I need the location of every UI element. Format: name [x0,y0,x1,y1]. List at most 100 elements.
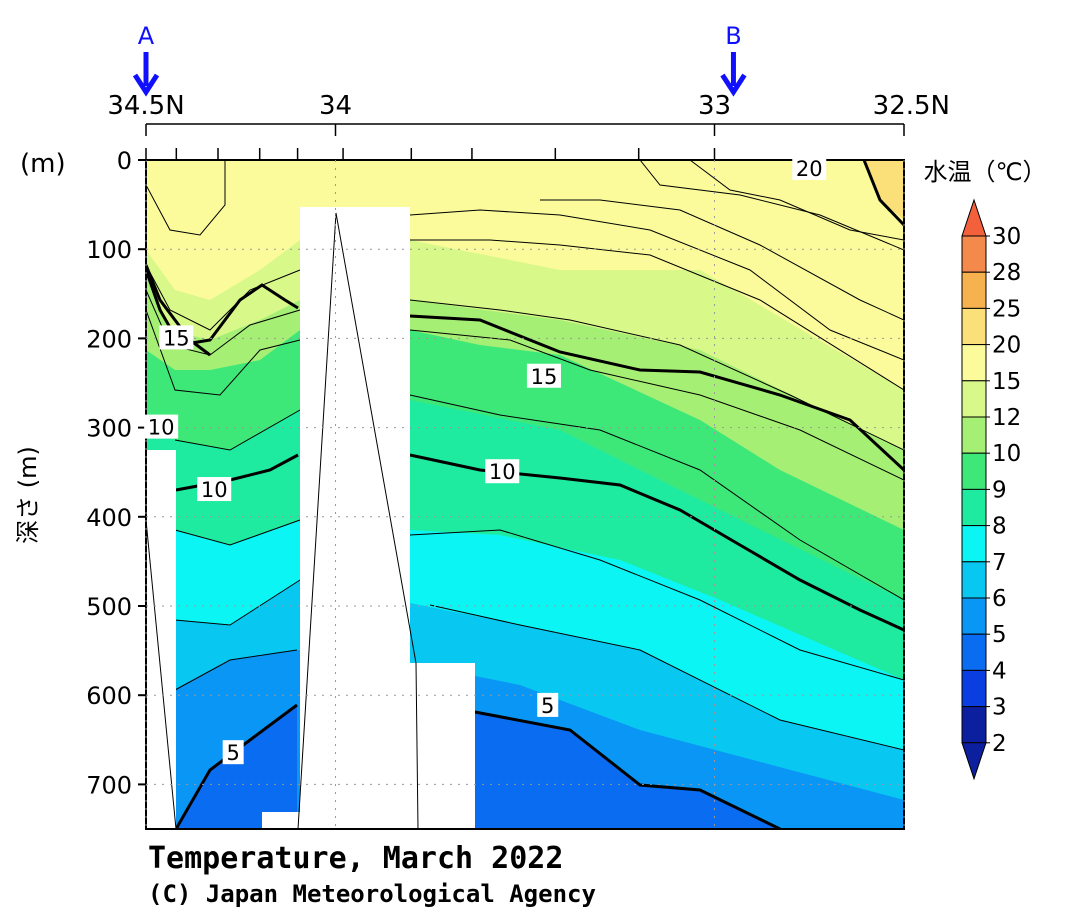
sea-floor-mask [146,207,475,829]
y-tick-label: 0 [117,147,132,175]
colorbar-label: 12 [992,405,1021,431]
colorbar-bin [961,633,987,671]
contour-label-bg [485,459,520,484]
colorbar-bin [961,706,987,744]
colorbar-bin [961,669,987,708]
contour-label-bg [526,363,561,388]
contour-line [540,199,904,321]
colorbar-label: 8 [992,514,1007,540]
y-axis-label: 深さ (m) [14,446,42,544]
x-axis: 34.5N 34 33 32.5N [107,91,950,136]
contour-label: 10 [489,460,516,484]
colorbar-label: 7 [992,550,1007,576]
contour-line [409,329,904,481]
colorbar-bin [961,452,987,490]
contour-label: 20 [796,157,823,181]
contour-5-east [474,710,781,829]
colorbar-label: 2 [992,731,1007,757]
contour-line [146,160,226,236]
contour-line [639,160,904,251]
band-20-25 [864,160,904,220]
contour-label-bg [792,155,827,180]
y-tick-label: 500 [86,593,132,621]
chart-title: Temperature, March 2022 [148,841,563,876]
contour-line [174,409,301,451]
seafloor-outline [146,212,419,829]
contour-line [146,264,301,331]
colorbar-label: 15 [992,369,1021,395]
contour-line [410,239,904,391]
colorbar-label: 20 [992,333,1021,359]
colorbar-label: 28 [992,260,1021,286]
x-tick-label: 33 [698,91,731,121]
contour-label-bg [144,414,179,439]
contour-line [146,309,301,396]
y-tick-label: 100 [86,236,132,264]
colorbar-label: 6 [992,586,1007,612]
seamount [300,207,475,829]
contour-line [174,519,301,546]
colorbar-label: 9 [992,477,1007,503]
colorbar: 2 3 4 5 6 7 8 9 10 12 15 20 25 28 30 [961,198,1021,781]
colorbar-bin [961,597,987,635]
seafloor-step [262,812,300,829]
band-4-5 [176,705,780,829]
contour-line [409,529,904,681]
colorbar-label: 30 [992,224,1021,250]
profile-line [297,212,419,829]
contour-label-bg [159,325,194,350]
contour-line [174,579,301,626]
contour-15-west [146,269,299,347]
plot-frame [145,159,905,830]
contour-20 [862,160,904,227]
x-tick-label: 34 [319,91,352,121]
contour-line [174,649,298,691]
contour-15-east [409,314,904,472]
colorbar-bin [961,380,987,418]
contour-label-bg [222,740,244,765]
colorbar-bin [961,271,987,309]
contour-label: 15 [163,326,190,350]
station-marker-arrow-head [132,73,160,97]
colorbar-bin [961,525,987,563]
contour-line [409,209,904,361]
colorbar-label: 10 [992,441,1021,467]
y-tick-label: 300 [86,415,132,443]
contour-15-left [146,264,211,357]
seafloor-left [146,450,176,829]
colorbar-label: 3 [992,695,1007,721]
colorbar-title: 水温（℃） [924,158,1047,186]
credit-line: (C) Japan Meteorological Agency [148,880,596,908]
colorbar-top-arrow [961,198,987,237]
station-marker-label: A [138,22,155,50]
contour-line [409,394,904,601]
contour-label: 5 [226,741,239,765]
contour-line [429,604,904,751]
y-tick-label: 400 [86,504,132,532]
colorbar-bin [961,344,987,382]
colorbar-label: 4 [992,658,1007,684]
temperature-fill [146,160,904,829]
contour-label: 15 [531,365,558,389]
y-unit-label: (m) [20,149,66,179]
colorbar-label: 25 [992,296,1021,322]
colorbar-bin [961,561,987,599]
contour-label-bg [537,692,559,717]
colorbar-bin [961,235,987,273]
y-axis: 0 100 200 300 400 500 600 700 [86,147,146,799]
colorbar-bin [961,488,987,527]
station-marker-arrow-head [720,73,747,97]
thin-contours [146,160,904,751]
x-tick-label: 32.5N [873,91,950,121]
profile-line [146,519,177,829]
station-marker-label: B [725,22,741,50]
colorbar-label: 5 [992,622,1007,648]
y-tick-label: 600 [86,682,132,710]
contour-line [689,160,904,241]
contour-label-bg [197,477,232,502]
contour-labels: 20 15 15 10 10 5 5 10 [144,155,827,765]
colorbar-bin [961,416,987,454]
contour-label: 10 [201,478,228,502]
